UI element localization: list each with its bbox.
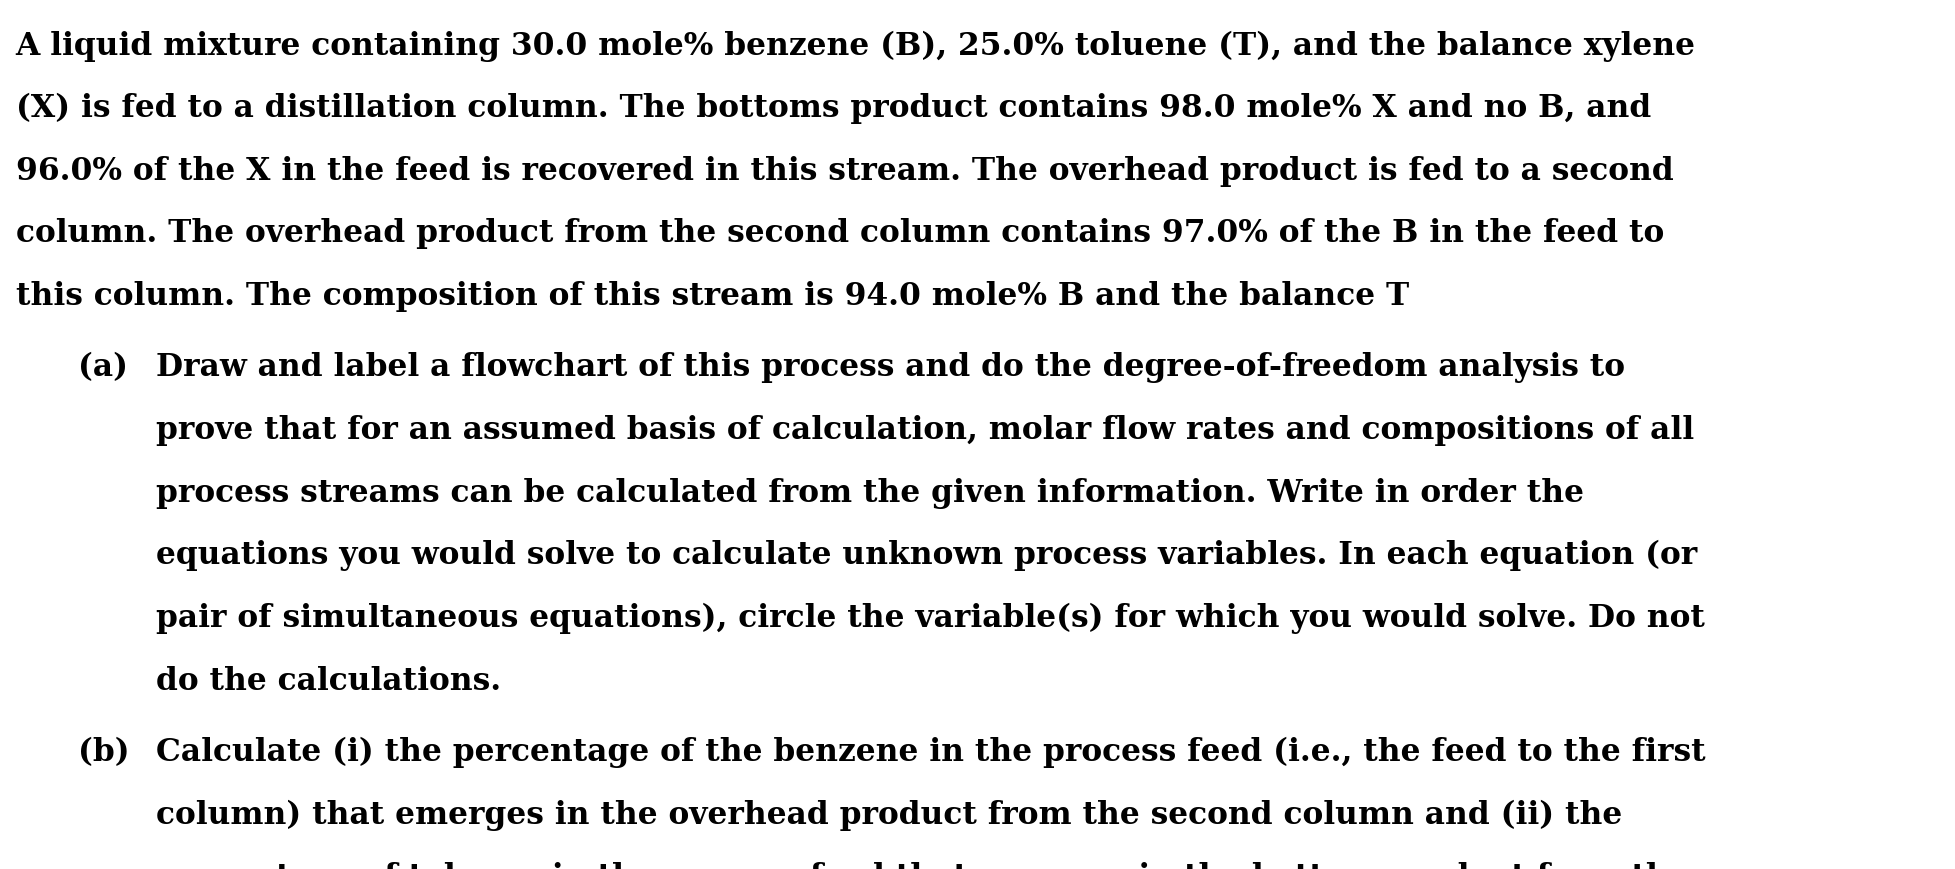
Text: (a): (a) <box>78 352 129 383</box>
Text: prove that for an assumed basis of calculation, molar flow rates and composition: prove that for an assumed basis of calcu… <box>156 415 1693 446</box>
Text: equations you would solve to calculate unknown process variables. In each equati: equations you would solve to calculate u… <box>156 540 1697 571</box>
Text: do the calculations.: do the calculations. <box>156 665 500 696</box>
Text: column. The overhead product from the second column contains 97.0% of the B in t: column. The overhead product from the se… <box>16 218 1664 249</box>
Text: 96.0% of the X in the feed is recovered in this stream. The overhead product is : 96.0% of the X in the feed is recovered … <box>16 156 1673 187</box>
Text: A liquid mixture containing 30.0 mole% benzene (B), 25.0% toluene (T), and the b: A liquid mixture containing 30.0 mole% b… <box>16 30 1695 62</box>
Text: process streams can be calculated from the given information. Write in order the: process streams can be calculated from t… <box>156 477 1584 508</box>
Text: this column. The composition of this stream is 94.0 mole% B and the balance T: this column. The composition of this str… <box>16 281 1408 312</box>
Text: pair of simultaneous equations), circle the variable(s) for which you would solv: pair of simultaneous equations), circle … <box>156 602 1705 634</box>
Text: percentage of toluene in the process feed that emerges in the bottom product fro: percentage of toluene in the process fee… <box>156 861 1689 869</box>
Text: Draw and label a flowchart of this process and do the degree-of-freedom analysis: Draw and label a flowchart of this proce… <box>156 352 1625 383</box>
Text: Calculate (i) the percentage of the benzene in the process feed (i.e., the feed : Calculate (i) the percentage of the benz… <box>156 736 1705 767</box>
Text: column) that emerges in the overhead product from the second column and (ii) the: column) that emerges in the overhead pro… <box>156 799 1623 830</box>
Text: (X) is fed to a distillation column. The bottoms product contains 98.0 mole% X a: (X) is fed to a distillation column. The… <box>16 93 1650 124</box>
Text: (b): (b) <box>78 736 129 767</box>
